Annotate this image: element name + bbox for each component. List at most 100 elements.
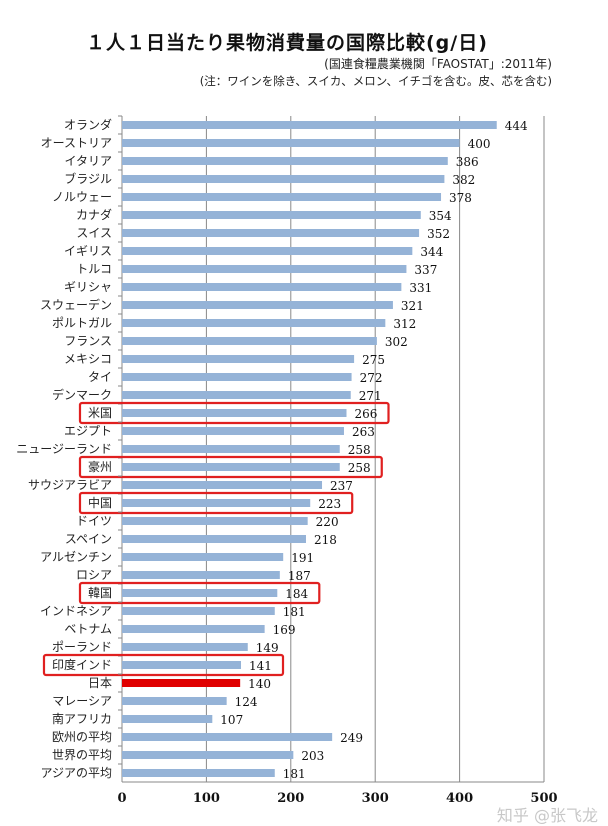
bar <box>122 373 352 381</box>
value-label: 140 <box>248 677 271 691</box>
value-label: 181 <box>283 605 306 619</box>
bar <box>122 211 421 219</box>
value-label: 312 <box>393 317 416 331</box>
bar <box>122 697 227 705</box>
category-label: フランス <box>64 334 112 348</box>
bar <box>122 535 306 543</box>
value-label: 378 <box>449 191 472 205</box>
value-label: 181 <box>283 767 306 781</box>
category-label: イギリス <box>64 244 112 258</box>
bar <box>122 247 413 255</box>
bar <box>122 607 275 615</box>
bar <box>122 139 460 147</box>
value-label: 337 <box>414 263 437 277</box>
value-label: 149 <box>256 641 279 655</box>
bar <box>122 553 284 561</box>
category-label: ドイツ <box>76 514 112 528</box>
bar <box>122 301 393 309</box>
x-tick-label: 100 <box>193 791 220 806</box>
highlight-box <box>78 401 390 425</box>
bar <box>122 733 333 741</box>
category-label: 豪州 <box>88 459 112 474</box>
category-label: 米国 <box>88 406 112 420</box>
category-label: ギリシャ <box>64 280 112 294</box>
value-label: 386 <box>456 155 479 169</box>
value-label: 258 <box>348 443 371 457</box>
category-label: オランダ <box>64 117 112 132</box>
bar <box>122 589 278 597</box>
category-label: アジアの平均 <box>40 766 112 780</box>
category-label: トルコ <box>76 262 112 276</box>
bar <box>122 265 407 273</box>
category-label: アルゼンチン <box>40 550 112 564</box>
bar <box>122 193 442 201</box>
bar <box>122 571 280 579</box>
bar <box>122 751 294 759</box>
value-label: 352 <box>427 227 450 241</box>
value-label: 266 <box>355 407 378 421</box>
category-label: サウジアラビア <box>28 478 112 492</box>
bar <box>122 517 308 525</box>
value-label: 271 <box>359 389 382 403</box>
category-label: 日本 <box>88 676 112 690</box>
category-label: 南アフリカ <box>52 711 112 726</box>
value-label: 191 <box>291 551 314 565</box>
category-label: スペイン <box>65 532 112 546</box>
value-label: 218 <box>314 533 337 547</box>
highlight-box <box>42 653 285 677</box>
highlight-box <box>78 455 383 479</box>
value-label: 223 <box>318 497 341 511</box>
category-label: エジプト <box>64 424 112 438</box>
x-tick-label: 300 <box>362 791 389 806</box>
category-label: ノルウェー <box>52 190 112 204</box>
bar <box>122 445 340 453</box>
category-label: イタリア <box>64 154 112 168</box>
value-label: 302 <box>385 335 408 349</box>
value-label: 237 <box>330 479 353 493</box>
bar <box>122 337 377 345</box>
x-tick-label: 200 <box>277 791 304 806</box>
value-label: 187 <box>288 569 311 583</box>
bar <box>122 625 265 633</box>
bar <box>122 463 340 471</box>
value-label: 124 <box>235 695 258 709</box>
value-label: 249 <box>340 731 363 745</box>
highlight-box <box>78 491 354 515</box>
category-label: 韓国 <box>88 586 112 600</box>
bar <box>122 283 402 291</box>
x-tick-label: 0 <box>117 791 126 806</box>
value-label: 169 <box>273 623 296 637</box>
bar <box>122 391 351 399</box>
value-label: 184 <box>285 587 308 601</box>
bar <box>122 427 344 435</box>
category-label: スイス <box>76 226 112 240</box>
category-label: 印度インド <box>52 657 112 672</box>
chart-note: (注：ワインを除き、スイカ、メロン、イチゴを含む。皮、芯を含む) <box>199 74 552 88</box>
chart-source: (国連食糧農業機関「FAOSTAT」:2011年) <box>324 57 552 71</box>
value-label: 444 <box>505 119 528 133</box>
category-label: ニュージーランド <box>16 442 112 456</box>
bar <box>122 481 323 489</box>
category-label: ポーランド <box>52 640 112 654</box>
bar <box>122 121 497 129</box>
bar <box>122 679 241 687</box>
category-label: 中国 <box>88 495 112 510</box>
category-label: デンマーク <box>52 387 112 402</box>
value-label: 354 <box>429 209 452 223</box>
x-tick-label: 400 <box>446 791 473 806</box>
value-label: 203 <box>301 749 324 763</box>
value-label: 258 <box>348 461 371 475</box>
bar <box>122 409 347 417</box>
category-label: ベトナム <box>64 622 112 636</box>
category-label: インドネシア <box>40 604 112 618</box>
value-label: 141 <box>249 659 272 673</box>
chart-title: １人１日当たり果物消費量の国際比較(g/日) <box>86 32 488 54</box>
bar <box>122 355 355 363</box>
category-label: ブラジル <box>64 171 112 186</box>
category-label: ポルトガル <box>52 316 112 330</box>
category-label: メキシコ <box>64 352 112 366</box>
category-label: オーストリア <box>41 136 112 150</box>
value-label: 272 <box>360 371 383 385</box>
value-label: 400 <box>468 137 491 151</box>
